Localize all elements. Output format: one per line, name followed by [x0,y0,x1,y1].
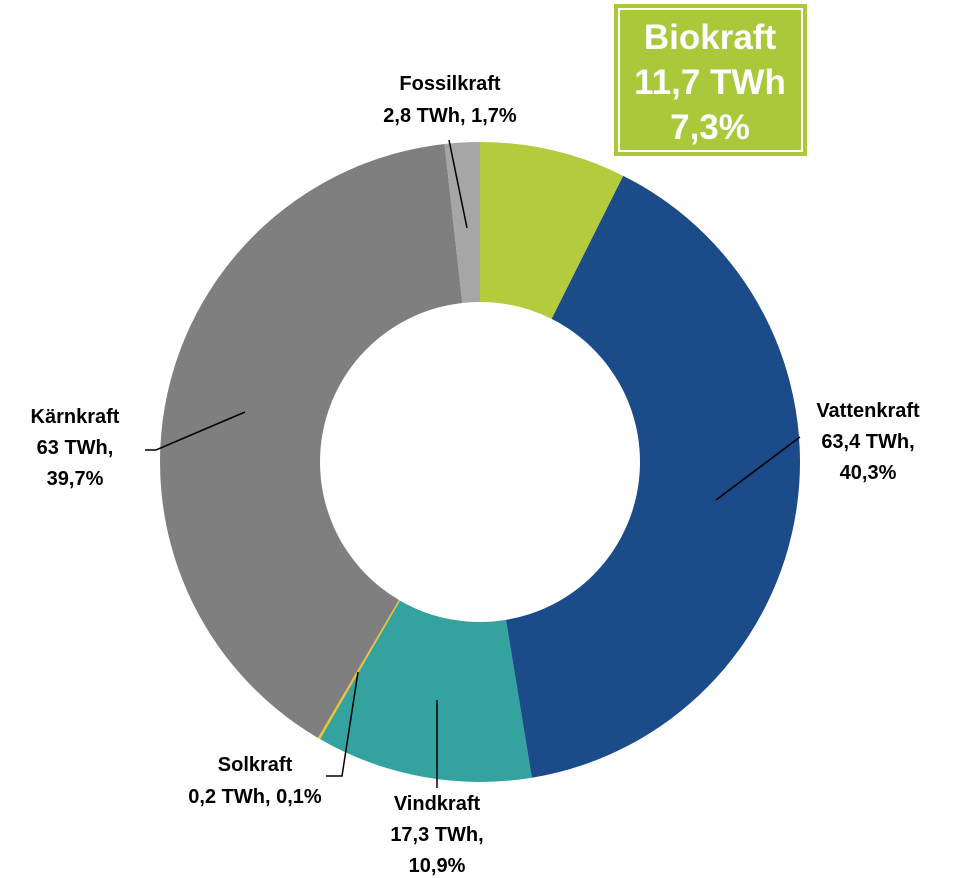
leader-line [715,436,801,501]
data-label: 63,4 TWh, [821,431,914,453]
data-label: Fossilkraft [399,73,500,95]
data-label: 39,7% [47,468,104,490]
label-value: 10,9% [409,855,466,877]
data-label: Kärnkraft [31,406,120,428]
label-name: Solkraft [218,754,293,776]
label-name: Kärnkraft [31,406,120,428]
data-label: Vattenkraft [816,400,920,422]
label-name: Fossilkraft [399,73,500,95]
data-label: 17,3 TWh, [390,824,483,846]
label-name: Biokraft [644,18,777,57]
data-label: 10,9% [409,855,466,877]
slice [444,142,480,303]
label-value: 63 TWh, [37,437,114,459]
label-value: 1,7% [471,105,517,127]
label-value: 40,3% [840,462,897,484]
label-name: Vattenkraft [816,400,920,422]
label-name: Vindkraft [394,793,481,815]
leader-line [448,139,468,229]
slice [317,599,400,740]
leader-line [326,671,359,777]
label-value: 0,1% [276,786,322,808]
data-label: Biokraft [644,18,777,57]
leader-line [145,411,246,451]
slice [505,175,800,778]
data-label: 40,3% [840,462,897,484]
label-value: 0,2 TWh, [188,786,270,808]
label-value: 63,4 TWh, [821,431,914,453]
data-label: 0,2 TWh, 0,1% [188,786,322,808]
label-value: 7,3% [670,108,750,147]
label-value: 39,7% [47,468,104,490]
data-label: Solkraft [218,754,293,776]
slice [320,600,532,782]
highlight-box-border [618,8,803,152]
label-value: 2,8 TWh, [383,105,465,127]
label-value: 11,7 TWh [634,63,786,102]
slice [160,143,463,738]
data-label: 63 TWh, [37,437,114,459]
data-label: 7,3% [670,108,750,147]
slice [480,142,624,319]
data-label: 2,8 TWh, 1,7% [383,105,517,127]
data-label: 11,7 TWh [634,63,786,102]
label-value: 17,3 TWh, [390,824,483,846]
data-label: Vindkraft [394,793,481,815]
highlight-box [614,4,807,156]
